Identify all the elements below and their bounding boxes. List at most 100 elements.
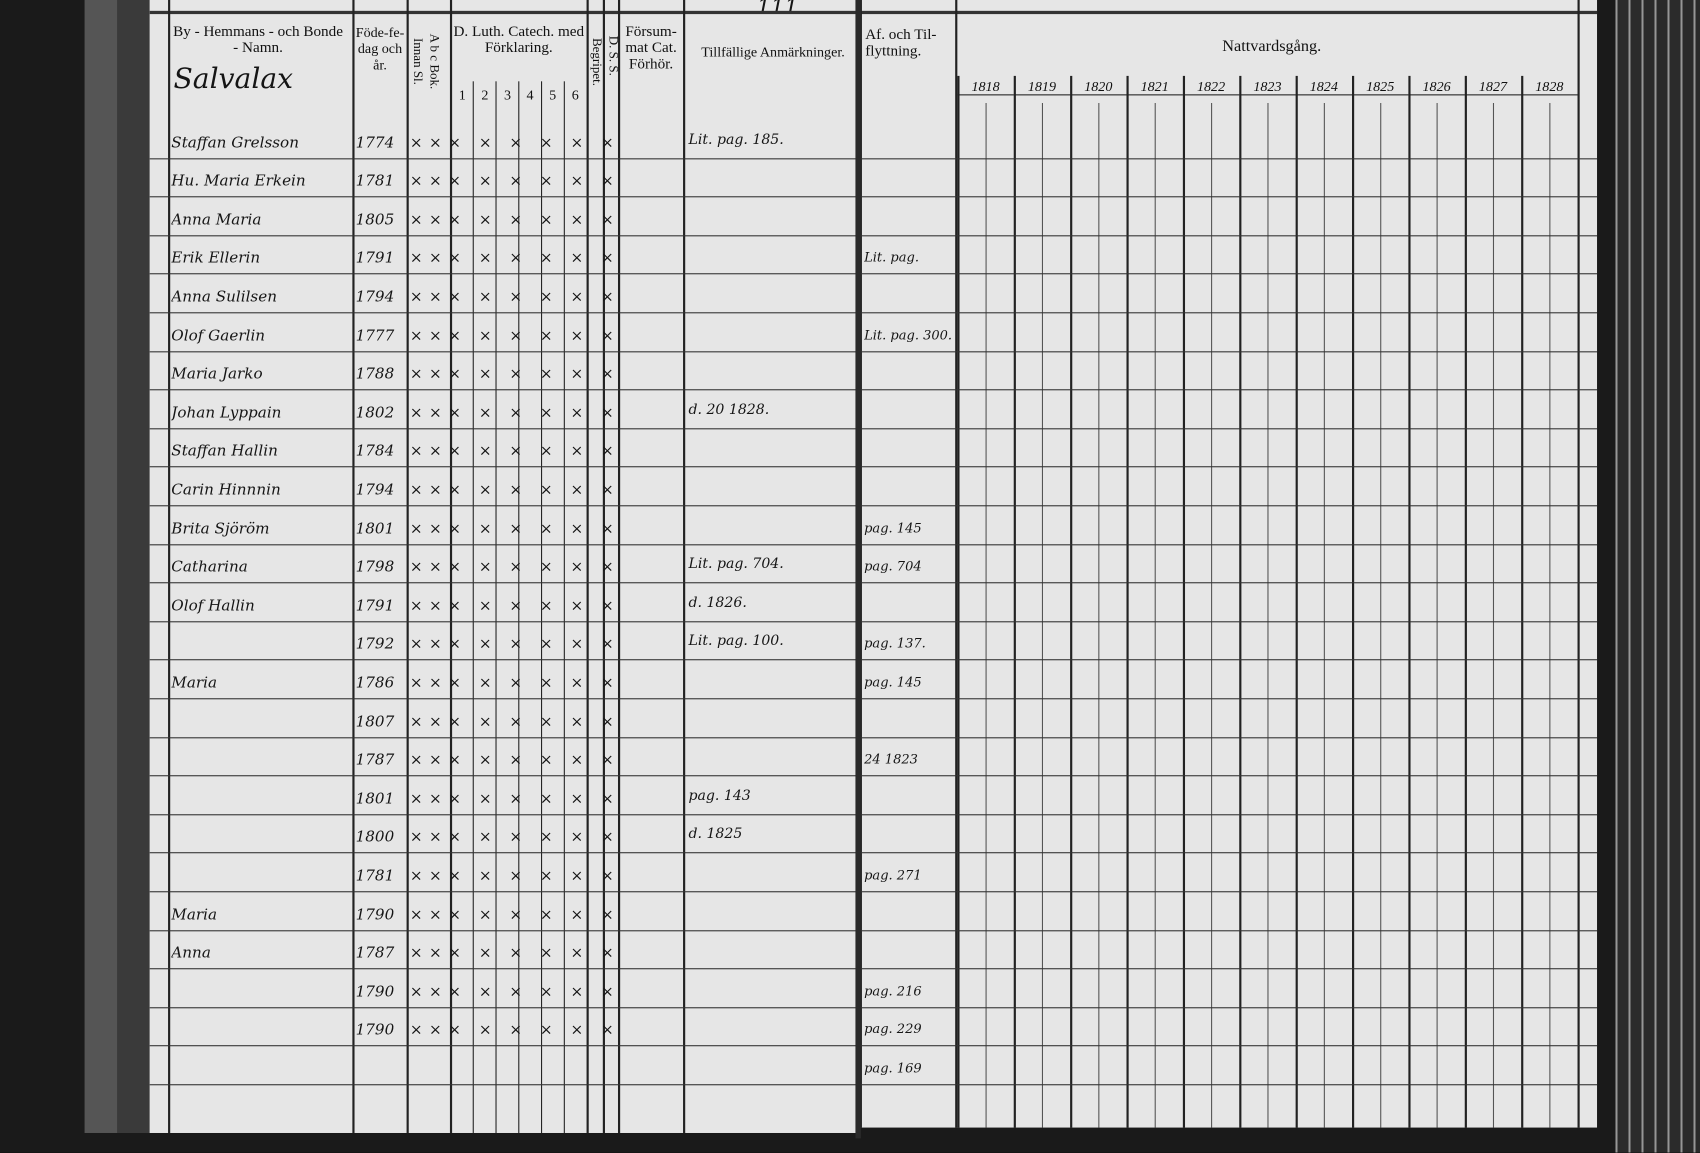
birth-year: 1784 bbox=[355, 442, 395, 461]
row-rule bbox=[859, 582, 1598, 584]
row-rule bbox=[859, 1084, 1598, 1086]
row-rule bbox=[149, 659, 860, 661]
moving-note: pag. 271 bbox=[864, 867, 922, 883]
year-1819: 1819 bbox=[1013, 78, 1071, 96]
row-rule bbox=[149, 466, 860, 468]
person-name: Carin Hinnnin bbox=[171, 481, 281, 499]
catechism-col-6: 6 bbox=[571, 86, 579, 103]
page-edges bbox=[1615, 0, 1700, 1153]
catechism-marks: ××× × × × × × bbox=[409, 828, 621, 847]
row-rule bbox=[149, 582, 860, 584]
remark: Lit. pag. 704. bbox=[688, 556, 784, 573]
row-rule bbox=[149, 736, 860, 738]
column-rule bbox=[1577, 0, 1580, 1128]
row-rule bbox=[859, 157, 1598, 159]
half-rule bbox=[1098, 102, 1100, 1128]
catechism-marks: ××× × × × × × bbox=[409, 1021, 621, 1040]
catechism-marks: ××× × × × × × bbox=[409, 519, 621, 538]
birth-year: 1787 bbox=[355, 751, 395, 769]
catechism-marks: ××× × × × × × bbox=[409, 404, 621, 422]
row-rule bbox=[859, 1045, 1598, 1047]
half-rule bbox=[985, 102, 987, 1128]
row-rule bbox=[859, 312, 1598, 314]
catechism-marks: ××× × × × × × bbox=[409, 558, 621, 576]
header-remarks: Tillfällige Anmärkninger. bbox=[701, 43, 845, 60]
row-rule bbox=[149, 1045, 860, 1047]
catechism-marks: ××× × × × × × bbox=[409, 751, 621, 769]
header-name: By - Hemmans - och Bonde - Namn. bbox=[173, 23, 343, 57]
catechism-marks: ××× × × × × × bbox=[409, 944, 621, 962]
year-rule bbox=[1408, 75, 1411, 1128]
row-rule bbox=[859, 505, 1598, 507]
half-rule bbox=[1323, 102, 1325, 1128]
column-rule bbox=[602, 0, 605, 1133]
catechism-col-2: 2 bbox=[481, 86, 489, 103]
moving-note: pag. 229 bbox=[864, 1021, 922, 1037]
year-rule bbox=[1126, 75, 1129, 1128]
person-name: Maria bbox=[171, 674, 218, 692]
year-1822: 1822 bbox=[1182, 78, 1240, 96]
header-catechism: D. Luth. Catech. med Förklaring. bbox=[453, 23, 585, 57]
year-rule bbox=[1070, 75, 1072, 1128]
half-rule bbox=[1492, 102, 1495, 1128]
row-rule bbox=[859, 698, 1598, 700]
year-1818: 1818 bbox=[957, 78, 1014, 96]
catechism-marks: ××× × × × × × bbox=[409, 983, 621, 1001]
row-rule bbox=[859, 350, 1598, 352]
remark: d. 20 1828. bbox=[688, 402, 770, 419]
moving-note: Lit. pag. 300. bbox=[864, 326, 953, 343]
row-rule bbox=[859, 273, 1598, 275]
birth-year: 1801 bbox=[355, 790, 395, 808]
person-name: Olof Hallin bbox=[171, 597, 255, 615]
year-1826: 1826 bbox=[1408, 78, 1465, 96]
year-1827: 1827 bbox=[1464, 78, 1522, 96]
row-rule bbox=[149, 698, 860, 700]
catechism-marks: ××× × × × × × bbox=[409, 211, 621, 229]
catechism-marks: ××× × × × × × bbox=[409, 134, 621, 152]
moving-note: 24 1823 bbox=[864, 751, 918, 767]
header-moving: Af. och Til-flyttning. bbox=[865, 27, 937, 60]
catechism-marks: ××× × × × × × bbox=[409, 481, 621, 499]
person-name: Maria Jarko bbox=[171, 365, 263, 383]
birth-year: 1777 bbox=[355, 326, 395, 345]
catechism-marks: ××× × × × × × bbox=[409, 867, 621, 885]
person-name: Anna bbox=[171, 944, 211, 962]
column-rule bbox=[683, 0, 686, 1133]
year-rule bbox=[957, 75, 959, 1128]
year-1821: 1821 bbox=[1126, 78, 1183, 96]
column-rule bbox=[859, 0, 862, 1128]
row-rule bbox=[859, 428, 1598, 430]
person-name: Olof Gaerlin bbox=[171, 326, 266, 345]
row-rule bbox=[149, 312, 860, 314]
row-rule bbox=[859, 235, 1598, 237]
column-rule bbox=[563, 81, 565, 1133]
header-begripet: Begripet. bbox=[589, 37, 605, 86]
person-name: Anna Sulilsen bbox=[171, 288, 277, 306]
column-rule bbox=[406, 0, 409, 1133]
moving-note: pag. 169 bbox=[864, 1060, 922, 1076]
header-abc: A b c Bok. Innan Sl. bbox=[410, 33, 443, 90]
catechism-marks: ××× × × × × × bbox=[409, 674, 621, 692]
birth-year: 1788 bbox=[355, 365, 395, 383]
moving-note: Lit. pag. bbox=[864, 249, 919, 265]
row-rule bbox=[149, 273, 860, 275]
row-rule bbox=[149, 428, 860, 430]
birth-year: 1781 bbox=[355, 867, 395, 885]
header-forsummat: Försum-mat Cat. Förhör. bbox=[625, 23, 677, 73]
book-spine bbox=[855, 0, 861, 1139]
header-communion: Nattvardsgång. bbox=[1222, 37, 1322, 56]
row-rule bbox=[149, 1007, 860, 1009]
half-rule bbox=[1267, 102, 1269, 1128]
person-name: Erik Ellerin bbox=[171, 249, 261, 268]
year-rule bbox=[1351, 75, 1354, 1128]
year-1824: 1824 bbox=[1295, 78, 1352, 96]
year-rule bbox=[1521, 75, 1523, 1128]
column-rule bbox=[352, 0, 355, 1133]
birth-year: 1802 bbox=[355, 404, 395, 422]
birth-year: 1786 bbox=[355, 674, 395, 692]
person-name: Anna Maria bbox=[171, 211, 262, 229]
column-rule bbox=[518, 81, 520, 1133]
row-rule bbox=[149, 505, 860, 507]
catechism-marks: ××× × × × × × bbox=[409, 442, 621, 461]
